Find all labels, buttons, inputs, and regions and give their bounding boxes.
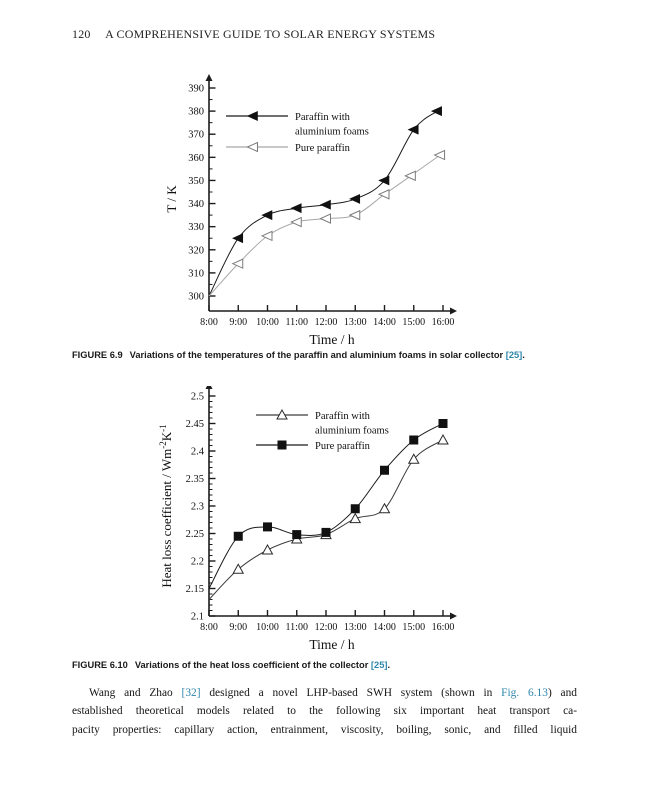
svg-text:2.25: 2.25 — [186, 529, 204, 540]
body-line: pacity properties: capillary action, ent… — [72, 721, 577, 739]
svg-text:14:00: 14:00 — [373, 622, 396, 633]
svg-text:10:00: 10:00 — [256, 317, 279, 328]
svg-text:Pure paraffin: Pure paraffin — [315, 441, 371, 452]
body-paragraph: Wang and Zhao [32] designed a novel LHP-… — [72, 684, 577, 739]
svg-text:aluminium foams: aluminium foams — [315, 426, 389, 437]
svg-text:12:00: 12:00 — [315, 622, 338, 633]
figure-caption-text: Variations of the temperatures of the pa… — [129, 350, 504, 360]
svg-text:Time / h: Time / h — [309, 332, 355, 347]
svg-text:370: 370 — [188, 130, 204, 141]
svg-text:12:00: 12:00 — [315, 317, 338, 328]
figure-6-9-chart: 300 310 320 330 340 350 360 370 380 390 8:00 9:00 10… — [156, 74, 466, 357]
svg-text:8:00: 8:00 — [200, 622, 218, 633]
svg-text:9:00: 9:00 — [229, 622, 247, 633]
body-text-segment: pacity properties: capillary action, ent… — [72, 723, 577, 736]
svg-text:Heat loss coefficient / Wm-2​K: Heat loss coefficient / Wm-2​K-1​ — [158, 424, 174, 587]
svg-text:11:00: 11:00 — [286, 317, 308, 328]
svg-text:2.35: 2.35 — [186, 474, 204, 485]
svg-text:15:00: 15:00 — [402, 317, 425, 328]
figure-6-9-caption: FIGURE 6.9 Variations of the temperatures… — [72, 350, 525, 360]
svg-text:2.3: 2.3 — [191, 502, 204, 513]
caption-period: . — [522, 350, 525, 360]
svg-text:11:00: 11:00 — [286, 622, 308, 633]
svg-text:Time / h: Time / h — [309, 637, 355, 652]
svg-text:Pure paraffin: Pure paraffin — [295, 143, 351, 154]
svg-text:aluminium foams: aluminium foams — [295, 127, 369, 138]
body-text-segment: ) and — [547, 687, 577, 699]
svg-text:Paraffin with: Paraffin with — [315, 411, 371, 422]
page-header: 120 A COMPREHENSIVE GUIDE TO SOLAR ENERG… — [72, 27, 435, 42]
svg-text:16:00: 16:00 — [432, 622, 455, 633]
svg-text:2.4: 2.4 — [191, 447, 205, 458]
svg-text:16:00: 16:00 — [432, 317, 455, 328]
figure-caption-text: Variations of the heat loss coefficient … — [134, 660, 369, 670]
figure-6-10-chart: 2.1 2.15 2.2 2.25 2.3 2.35 2.4 2.45 2.5 8:00 9:00 1… — [156, 382, 466, 665]
running-title: A COMPREHENSIVE GUIDE TO SOLAR ENERGY SY… — [105, 27, 436, 41]
body-text-segment: designed a novel LHP-based SWH system (s… — [200, 687, 502, 699]
svg-text:320: 320 — [188, 245, 204, 256]
svg-text:8:00: 8:00 — [200, 317, 218, 328]
svg-text:2.5: 2.5 — [191, 392, 204, 403]
svg-text:350: 350 — [188, 176, 204, 187]
svg-text:310: 310 — [188, 268, 204, 279]
body-line: established theoretical models related t… — [72, 702, 577, 720]
svg-text:2.15: 2.15 — [186, 584, 204, 595]
figure-label: FIGURE 6.9 — [72, 350, 123, 360]
svg-text:390: 390 — [188, 84, 204, 95]
caption-period: . — [387, 660, 391, 670]
svg-text:330: 330 — [188, 222, 204, 233]
body-line: Wang and Zhao [32] designed a novel LHP-… — [72, 684, 577, 702]
svg-text:13:00: 13:00 — [344, 317, 367, 328]
svg-text:2.1: 2.1 — [191, 612, 204, 623]
svg-text:2.2: 2.2 — [191, 557, 204, 568]
svg-text:300: 300 — [188, 292, 204, 303]
figure-6-10-caption: FIGURE 6.10 Variations of the heat loss c… — [72, 660, 390, 670]
citation-ref-25[interactable]: [25] — [505, 350, 523, 360]
svg-text:13:00: 13:00 — [344, 622, 367, 633]
svg-text:2.45: 2.45 — [186, 419, 204, 430]
temperature-line-chart: 300 310 320 330 340 350 360 370 380 390 8:00 9:00 10… — [164, 74, 457, 347]
svg-text:15:00: 15:00 — [402, 622, 425, 633]
citation-link[interactable]: [32] — [181, 687, 201, 699]
svg-text:360: 360 — [188, 153, 204, 164]
svg-text:10:00: 10:00 — [256, 622, 279, 633]
citation-link[interactable]: Fig. 6.13 — [501, 687, 548, 699]
svg-text:T / K: T / K — [164, 185, 179, 213]
page-number: 120 — [72, 27, 91, 41]
figure-label: FIGURE 6.10 — [72, 660, 128, 670]
svg-text:14:00: 14:00 — [373, 317, 396, 328]
svg-text:9:00: 9:00 — [229, 317, 247, 328]
body-text-segment: Wang and Zhao — [89, 687, 182, 699]
svg-text:340: 340 — [188, 199, 204, 210]
svg-text:Paraffin with: Paraffin with — [295, 112, 351, 123]
heat-loss-line-chart: 2.1 2.15 2.2 2.25 2.3 2.35 2.4 2.45 2.5 8:00 9:00 1… — [158, 382, 457, 652]
body-text-segment: established theoretical models related t… — [72, 705, 577, 718]
citation-ref-25[interactable]: [25] — [370, 660, 388, 670]
svg-text:380: 380 — [188, 107, 204, 118]
